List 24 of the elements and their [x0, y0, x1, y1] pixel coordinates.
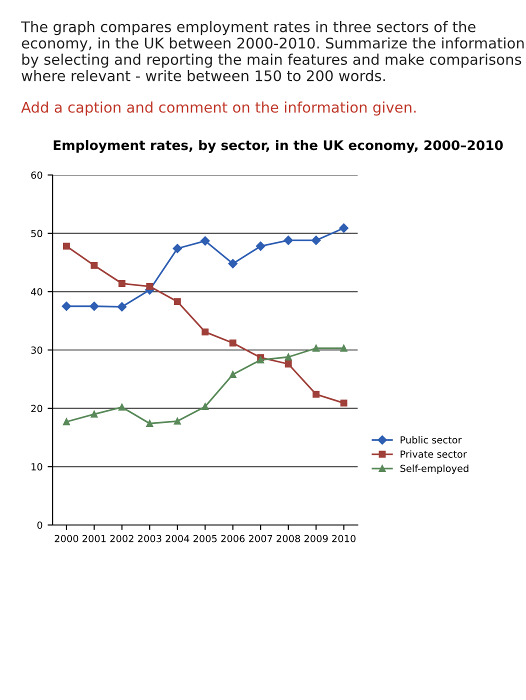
x-tick-label: 2006 — [221, 534, 245, 542]
y-tick-label: 50 — [31, 230, 42, 238]
x-tick-label: 2005 — [193, 534, 217, 542]
x-tick-label: 2001 — [82, 534, 106, 542]
legend-label: Public sector — [400, 436, 462, 444]
y-tick-label: 20 — [31, 404, 42, 412]
chart-title: Employment rates, by sector, in the UK economy, 2000–2010 — [54, 140, 503, 153]
x-tick-label: 2010 — [332, 534, 356, 542]
y-tick-label: 60 — [31, 171, 42, 179]
y-tick-label: 30 — [31, 346, 42, 354]
text: Add a caption and comment on the information given. — [21, 102, 416, 116]
y-tick-label: 40 — [30, 288, 42, 296]
x-tick-label: 2007 — [248, 534, 272, 542]
x-tick-label: 2000 — [54, 534, 78, 542]
legend-label: Private sector — [400, 450, 467, 458]
legend-label: Self-employed — [400, 464, 468, 474]
x-tick-label: 2009 — [304, 534, 328, 542]
x-tick-label: 2003 — [138, 534, 162, 542]
x-tick-label: 2004 — [166, 534, 190, 542]
text: The graph compares employment rates in three sectors of the economy, in the UK between 2000-2010. Summarize the information by selecting and reporting the main features and make comparisons where relevant - write between 150 to 200 words. — [20, 21, 524, 82]
y-tick-label: 10 — [32, 463, 42, 470]
x-tick-label: 2002 — [110, 534, 134, 542]
x-tick-label: 2008 — [276, 534, 300, 542]
y-tick-label: 0 — [37, 521, 42, 529]
